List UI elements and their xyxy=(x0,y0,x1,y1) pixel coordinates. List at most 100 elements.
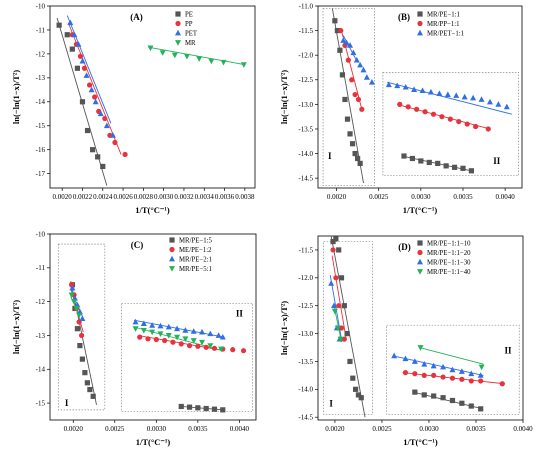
x-tick-label: 0.0025 xyxy=(105,425,125,433)
y-tick-label: -12.5 xyxy=(298,302,313,310)
data-point xyxy=(414,106,420,112)
data-point xyxy=(353,386,359,392)
data-point xyxy=(174,325,181,332)
region-label: I xyxy=(328,151,332,161)
y-tick-label: -11.0 xyxy=(299,2,314,10)
data-point xyxy=(421,361,428,367)
data-point xyxy=(78,332,85,339)
x-axis-title: 1/T(°C⁻¹) xyxy=(403,437,438,447)
data-point xyxy=(203,405,209,412)
data-point xyxy=(336,303,342,309)
data-point xyxy=(97,110,104,117)
data-point xyxy=(220,407,226,413)
data-point xyxy=(337,336,344,343)
region-box xyxy=(323,241,373,415)
y-tick-label: -13.0 xyxy=(298,101,313,109)
y-tick-label: -13.5 xyxy=(298,125,313,133)
data-point xyxy=(159,50,166,56)
data-point xyxy=(341,303,347,309)
data-point xyxy=(439,114,445,120)
y-tick-label: -11 xyxy=(36,264,46,272)
data-point xyxy=(426,159,432,166)
data-point xyxy=(330,247,336,253)
x-tick-label: 0.0035 xyxy=(453,193,473,201)
data-point xyxy=(357,61,364,68)
data-point xyxy=(460,165,466,171)
data-point xyxy=(338,27,344,34)
data-point xyxy=(230,347,236,353)
data-point xyxy=(495,101,502,107)
data-point xyxy=(451,164,458,170)
data-point xyxy=(149,329,156,336)
x-tick-label: 0.0026 xyxy=(113,193,133,201)
legend-marker xyxy=(417,20,423,27)
data-point xyxy=(196,56,203,62)
x-axis-title: 1/T(°C⁻¹) xyxy=(403,205,438,215)
data-point xyxy=(332,18,338,24)
plot-frame xyxy=(317,235,524,421)
data-point xyxy=(240,62,247,68)
legend-marker xyxy=(169,266,175,272)
plot-frame xyxy=(49,233,257,421)
data-point xyxy=(347,358,353,365)
plot-frame xyxy=(317,5,523,189)
y-tick-label: -11 xyxy=(36,26,46,34)
data-point xyxy=(334,325,341,332)
y-tick-label: -14.0 xyxy=(298,386,313,394)
data-point xyxy=(88,86,95,93)
legend-marker xyxy=(175,29,181,36)
x-tick-label: 0.0030 xyxy=(411,193,431,201)
data-point xyxy=(349,77,355,83)
chart-panel-0: 0.0020 0.0022 0.0024 0.0026 0.0028 0.0030 0.00… xyxy=(11,2,256,215)
data-point xyxy=(440,363,447,370)
x-tick-label: 0.0020 xyxy=(53,193,73,201)
y-tick-label: -11.5 xyxy=(299,246,314,254)
data-point xyxy=(486,98,493,105)
legend-label: PP xyxy=(185,21,193,28)
data-point xyxy=(178,341,184,347)
data-point xyxy=(74,326,81,332)
x-tick-label: 0.0036 xyxy=(215,193,235,201)
region-box xyxy=(386,324,520,415)
legend-marker xyxy=(417,258,423,265)
x-tick-label: 0.0030 xyxy=(419,425,439,433)
data-point xyxy=(190,338,197,344)
data-point xyxy=(349,141,356,147)
data-point xyxy=(100,163,106,170)
data-point xyxy=(102,115,108,122)
y-tick-label: -14.5 xyxy=(298,175,313,183)
y-tick-label: -13.0 xyxy=(298,330,313,338)
data-point xyxy=(430,111,437,117)
data-point xyxy=(84,380,90,386)
legend-marker xyxy=(175,20,181,27)
data-point xyxy=(145,336,151,342)
data-point xyxy=(77,343,83,349)
data-point xyxy=(211,406,218,412)
y-tick-label: -11.5 xyxy=(299,27,314,35)
fit-line-0 xyxy=(331,8,364,184)
data-point xyxy=(422,109,428,115)
data-point xyxy=(402,83,409,90)
data-point xyxy=(363,74,370,80)
data-point xyxy=(182,327,189,333)
fit-line-3 xyxy=(148,46,245,66)
data-point xyxy=(240,348,247,354)
data-point xyxy=(458,368,465,374)
data-point xyxy=(440,374,446,380)
data-point xyxy=(391,352,398,359)
data-point xyxy=(421,392,427,398)
fit-line-region-ii xyxy=(419,347,484,365)
data-point xyxy=(468,378,474,384)
panel-label: (D) xyxy=(398,242,411,252)
data-point xyxy=(459,376,465,382)
data-point xyxy=(218,346,225,353)
data-point xyxy=(352,91,358,98)
fit-line-2 xyxy=(342,35,359,63)
region-box xyxy=(382,72,519,177)
y-tick-label: -12 xyxy=(36,50,46,58)
data-point xyxy=(71,31,78,38)
data-point xyxy=(464,121,470,127)
x-tick-label: 0.0040 xyxy=(496,193,516,201)
